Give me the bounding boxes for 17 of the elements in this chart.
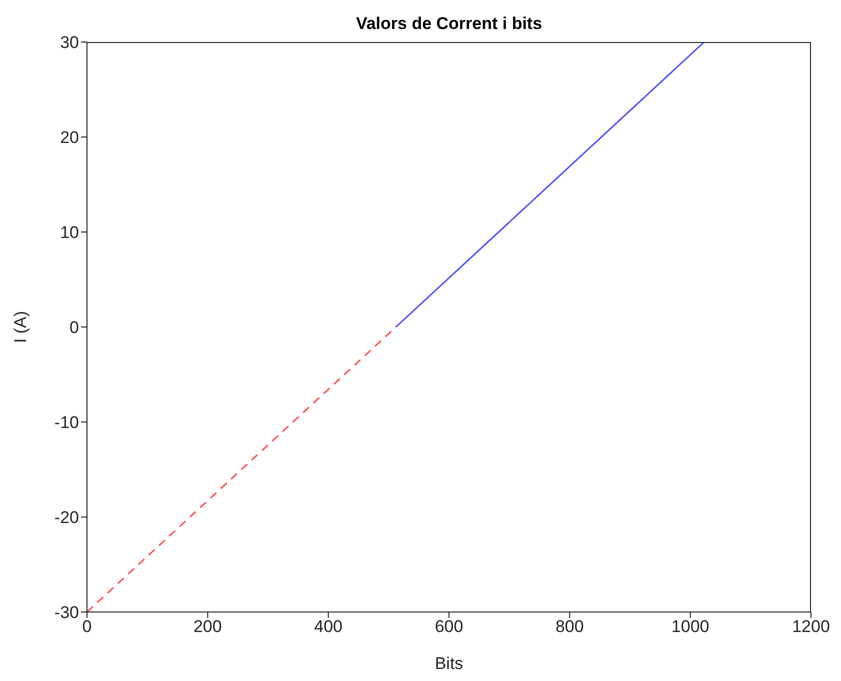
x-axis-title: Bits [434, 654, 464, 673]
y-tick-label: 20 [60, 128, 79, 148]
y-tick-label: -10 [54, 413, 79, 432]
x-tick-label: 0 [82, 617, 92, 636]
y-tick-label: -20 [54, 508, 79, 528]
x-tick-label: 400 [314, 617, 343, 636]
y-tick-label: 30 [60, 33, 79, 52]
y-tick-label: 0 [70, 318, 79, 338]
chart-title: Valors de Corrent i bits [354, 14, 544, 34]
x-tick-label: 1000 [671, 617, 710, 636]
x-tick-label: 1200 [792, 617, 830, 636]
y-tick-label: -30 [54, 603, 79, 622]
y-tick-label: 10 [60, 223, 79, 242]
y-axis-title: I (A) [11, 310, 30, 344]
x-tick-label: 600 [434, 617, 464, 636]
x-tick-label: 200 [193, 617, 222, 636]
x-tick-label: 800 [555, 617, 584, 636]
